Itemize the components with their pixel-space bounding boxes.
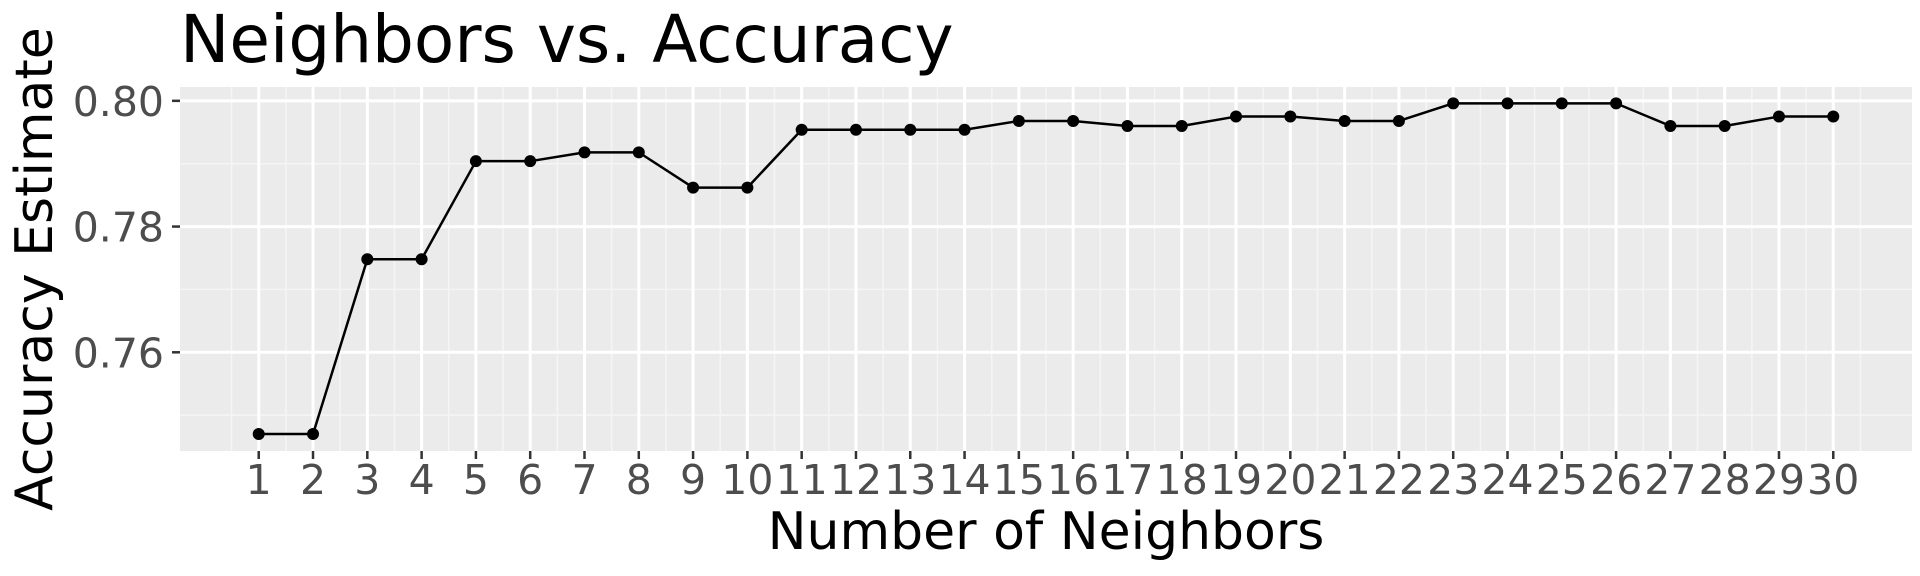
x-tick-label: 30 [1807,456,1859,504]
data-point [687,181,700,194]
data-point [578,146,591,159]
x-tick-label: 10 [721,456,773,504]
data-point [1555,97,1568,110]
data-point [1121,119,1134,132]
x-tick-label: 1 [246,456,272,504]
data-point [1392,114,1405,127]
x-tick-label: 25 [1536,456,1588,504]
x-tick-label: 21 [1319,456,1371,504]
y-tick-label: 0.80 [73,78,164,126]
x-tick-label: 2 [300,456,326,504]
grid-minor [180,87,1912,451]
x-tick-label: 29 [1753,456,1805,504]
x-tick-label: 5 [463,456,489,504]
data-point [1827,110,1840,123]
x-tick-label: 11 [776,456,828,504]
x-tick-label: 7 [571,456,597,504]
data-point [361,253,374,266]
data-point [904,123,917,136]
x-tick-label: 3 [354,456,380,504]
data-point [1338,114,1351,127]
data-point [795,123,808,136]
data-point [1067,114,1080,127]
x-tick-label: 12 [830,456,882,504]
y-tick-label: 0.78 [73,204,164,252]
data-point [1772,110,1785,123]
y-axis-title: Accuracy Estimate [5,27,65,511]
x-tick-label: 18 [1156,456,1208,504]
x-tick-label: 9 [680,456,706,504]
x-tick-label: 8 [626,456,652,504]
data-point [1175,119,1188,132]
x-tick-label: 15 [993,456,1045,504]
data-point [1718,119,1731,132]
data-point [958,123,971,136]
x-tick-label: 24 [1481,456,1533,504]
data-point [252,428,265,441]
series-line [258,102,1834,436]
data-point [415,253,428,266]
data-point [1664,119,1677,132]
data-point [632,146,645,159]
x-tick-label: 16 [1047,456,1099,504]
x-tick-label: 6 [517,456,543,504]
x-tick-label: 20 [1264,456,1316,504]
x-tick-label: 28 [1699,456,1751,504]
x-axis-title: Number of Neighbors [768,502,1325,562]
data-point [1012,114,1025,127]
data-point [307,428,320,441]
data-point [1230,110,1243,123]
y-tick-label: 0.76 [73,329,164,377]
data-point [1501,97,1514,110]
x-tick-label: 14 [938,456,990,504]
chart-title: Neighbors vs. Accuracy [180,1,954,78]
x-tick-label: 23 [1427,456,1479,504]
grid-major [180,87,1912,451]
data-point [1284,110,1297,123]
x-tick-label: 22 [1373,456,1425,504]
data-point [1610,97,1623,110]
data-point [741,181,754,194]
x-tick-label: 26 [1590,456,1642,504]
data-series [252,97,1840,441]
data-point [849,123,862,136]
x-tick-label: 13 [884,456,936,504]
x-axis: 1 2 3 4 5 6 7 8 9 10 11 12 13 14 15 16 17 18 19 20 21 22 23 24 2… [246,451,1859,504]
data-point [1447,97,1460,110]
data-point [469,155,482,168]
x-tick-label: 17 [1101,456,1153,504]
data-point [524,155,537,168]
x-tick-label: 19 [1210,456,1262,504]
x-tick-label: 27 [1644,456,1696,504]
x-tick-label: 4 [409,456,435,504]
y-axis: 0.76 0.78 0.80 [73,78,180,377]
